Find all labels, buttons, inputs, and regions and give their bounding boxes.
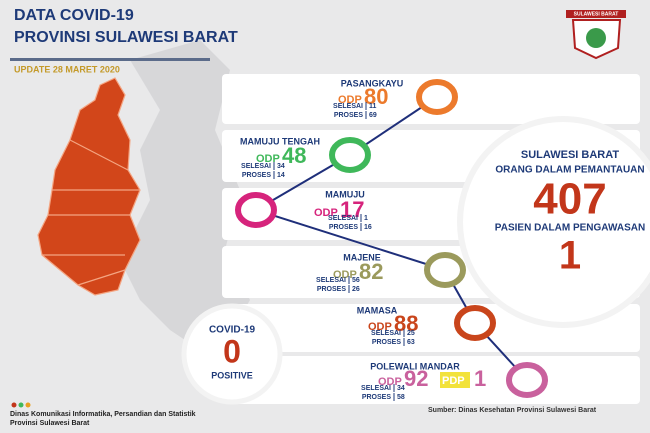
selesai-label: SELESAI	[333, 103, 363, 110]
selesai-value: 34	[277, 163, 285, 170]
footer-agency: Dinas Komunikasi Informatika, Persandian…	[10, 411, 196, 418]
map-borders	[42, 139, 140, 286]
odp-value: 48	[282, 143, 306, 168]
region-ring	[454, 305, 496, 341]
proses-label: PROSES	[317, 286, 347, 293]
odp-label: ODP	[314, 207, 338, 219]
region-ring	[506, 362, 548, 398]
selesai-label: SELESAI	[241, 163, 271, 170]
region-ring	[416, 79, 458, 115]
summary-province: SULAWESI BARAT	[521, 149, 619, 161]
summary-pdp-total: 1	[559, 234, 581, 278]
logo-text: SULAWESI BARAT	[574, 11, 619, 17]
selesai-label: SELESAI	[371, 330, 401, 337]
positive-value: 0	[223, 333, 241, 369]
pdp-label: PDP	[442, 375, 465, 387]
odp-value: 92	[404, 366, 428, 391]
region-name: MAMASA	[357, 305, 398, 315]
region-ring	[329, 137, 371, 173]
region-name: MAJENE	[343, 252, 381, 262]
summary-odp-label: ORANG DALAM PEMANTAUAN	[495, 165, 644, 176]
proses-label: PROSES	[362, 394, 392, 401]
proses-value: 26	[352, 286, 360, 293]
proses-value: 69	[369, 112, 377, 119]
odp-value: 82	[359, 259, 383, 284]
proses-label: PROSES	[372, 339, 402, 346]
odp-value: 17	[340, 197, 364, 222]
selesai-label: SELESAI	[328, 215, 358, 222]
title-rule	[10, 58, 210, 61]
logo: SULAWESI BARAT	[566, 10, 626, 60]
odp-label: ODP	[368, 321, 392, 333]
proses-value: 14	[277, 172, 285, 179]
summary-circle	[457, 116, 650, 328]
region-name: MAMUJU	[325, 189, 365, 199]
selesai-value: 1	[364, 215, 368, 222]
footer-agency: Provinsi Sulawesi Barat	[10, 420, 90, 427]
proses-label: PROSES	[329, 224, 359, 231]
odp-label: ODP	[338, 94, 362, 106]
positive-circle	[181, 303, 283, 405]
proses-label: PROSES	[242, 172, 272, 179]
pdp-value: 1	[474, 366, 486, 391]
proses-value: 63	[407, 339, 415, 346]
odp-label: ODP	[256, 153, 280, 165]
region-ring	[424, 252, 466, 288]
positive-caption: POSITIVE	[211, 370, 253, 380]
region-ring	[235, 192, 277, 228]
title: DATA COVID-19	[14, 7, 134, 24]
positive-label: COVID-19	[209, 325, 256, 336]
proses-value: 16	[364, 224, 372, 231]
summary-pdp-label: PASIEN DALAM PENGAWASAN	[495, 223, 645, 234]
proses-label: PROSES	[334, 112, 364, 119]
odp-label: ODP	[378, 376, 402, 388]
selesai-value: 25	[407, 330, 415, 337]
selesai-value: 56	[352, 277, 360, 284]
odp-label: ODP	[333, 269, 357, 281]
region-name: MAMUJU TENGAH	[240, 136, 320, 146]
title: PROVINSI SULAWESI BARAT	[14, 29, 238, 46]
summary-odp-total: 407	[533, 175, 606, 224]
footer-source: Sumber: Dinas Kesehatan Provinsi Sulawes…	[428, 407, 597, 414]
region-name: PASANGKAYU	[341, 78, 404, 88]
update: UPDATE 28 MARET 2020	[14, 64, 120, 74]
map-shadow	[120, 40, 250, 360]
selesai-value: 34	[397, 385, 405, 392]
odp-value: 80	[364, 84, 388, 109]
region-name: POLEWALI MANDAR	[370, 361, 460, 371]
selesai-value: 11	[369, 103, 377, 110]
proses-value: 58	[397, 394, 405, 401]
footer-dots	[11, 402, 31, 408]
odp-value: 88	[394, 311, 418, 336]
selesai-label: SELESAI	[361, 385, 391, 392]
selesai-label: SELESAI	[316, 277, 346, 284]
pdp-box	[440, 372, 470, 388]
